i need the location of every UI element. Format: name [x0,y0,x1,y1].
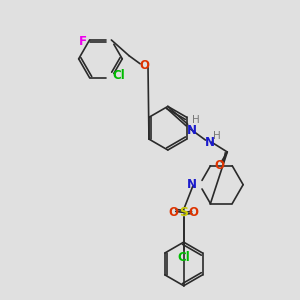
Text: N: N [187,124,196,137]
Text: N: N [204,136,214,148]
Text: O: O [214,159,224,172]
Text: O: O [189,206,199,219]
Text: O: O [139,59,149,72]
Text: O: O [169,206,179,219]
Text: Cl: Cl [112,69,125,82]
Text: S: S [179,206,188,219]
Text: H: H [192,115,200,125]
Text: Cl: Cl [177,251,190,265]
Text: H: H [212,131,220,141]
Text: F: F [79,35,87,49]
Text: N: N [187,178,196,191]
